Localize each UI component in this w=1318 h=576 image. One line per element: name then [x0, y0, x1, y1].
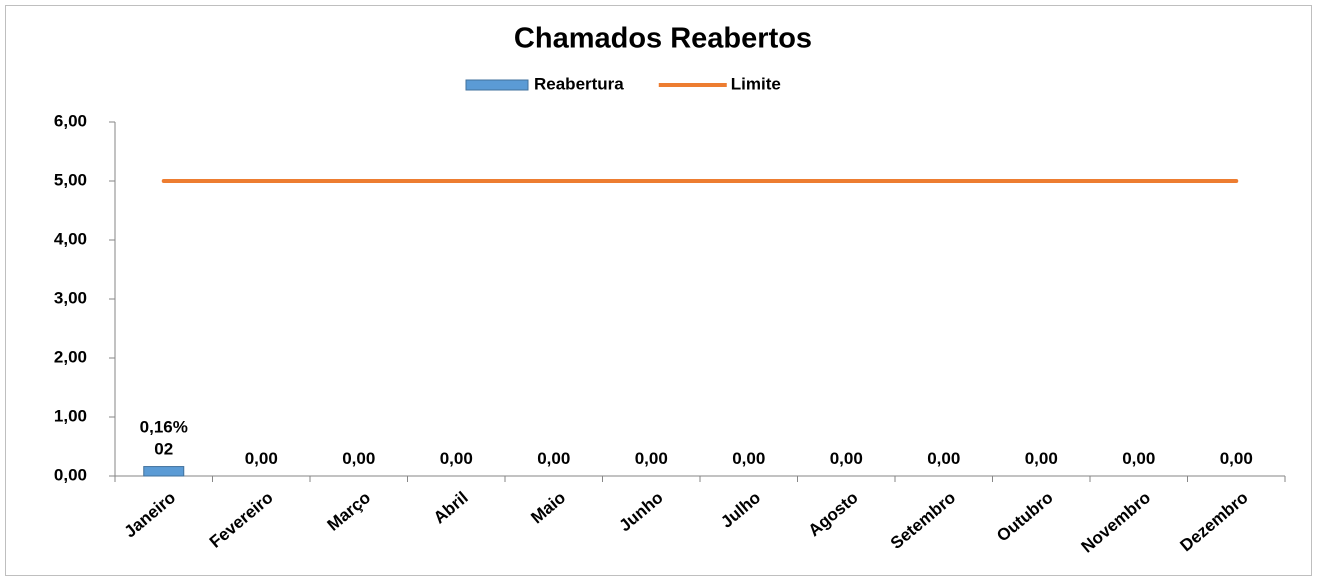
- y-tick-label: 0,00: [54, 465, 87, 484]
- y-tick-label: 2,00: [54, 347, 87, 366]
- y-tick-label: 6,00: [54, 111, 87, 130]
- data-label: 0,00: [635, 449, 668, 468]
- y-tick-label: 1,00: [54, 406, 87, 425]
- data-label: 0,16% 02: [140, 418, 188, 459]
- data-label: 0,00: [1122, 449, 1155, 468]
- data-label: 0,00: [342, 449, 375, 468]
- legend-label: Reabertura: [534, 74, 624, 93]
- data-label: 0,00: [537, 449, 570, 468]
- data-label: 0,00: [732, 449, 765, 468]
- legend-label: Limite: [731, 74, 781, 93]
- y-tick-label: 3,00: [54, 288, 87, 307]
- y-tick-label: 4,00: [54, 229, 87, 248]
- bar: [143, 466, 185, 477]
- chart-title: Chamados Reabertos: [514, 23, 812, 55]
- y-tick-label: 5,00: [54, 170, 87, 189]
- chart-border: [5, 5, 1312, 576]
- data-label: 0,00: [1220, 449, 1253, 468]
- data-label: 0,00: [1025, 449, 1058, 468]
- data-label: 0,00: [830, 449, 863, 468]
- legend-swatch: [465, 79, 529, 91]
- data-label: 0,00: [440, 449, 473, 468]
- data-label: 0,00: [245, 449, 278, 468]
- data-label: 0,00: [927, 449, 960, 468]
